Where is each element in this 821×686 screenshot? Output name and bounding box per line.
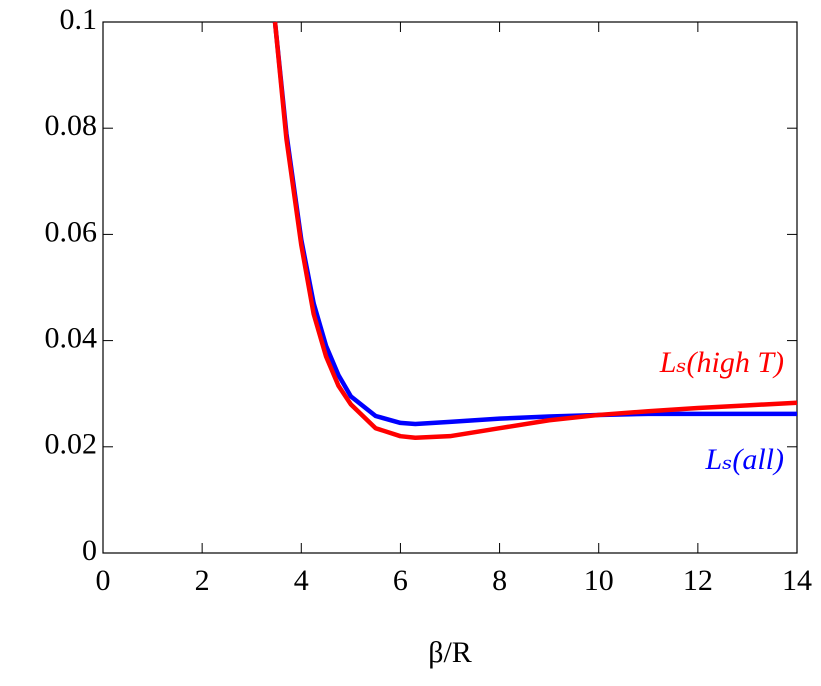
y-tick-label: 0.04 [45, 321, 98, 354]
x-tick-label: 12 [683, 564, 713, 597]
y-tick-label: 0.02 [45, 428, 98, 461]
x-tick-label: 4 [294, 564, 309, 597]
x-tick-label: 2 [195, 564, 210, 597]
y-tick-label: 0.06 [45, 215, 98, 248]
series-line [272, 21, 798, 441]
x-axis-label: β/R [428, 636, 472, 669]
y-tick-label: 0 [82, 534, 97, 567]
series-label: Lₛ(all) [705, 443, 784, 476]
plot-frame [102, 21, 798, 554]
x-tick-label: 10 [584, 564, 614, 597]
x-tick-label: 8 [492, 564, 507, 597]
y-tick-label: 0.1 [60, 3, 98, 36]
x-tick-label: 0 [96, 564, 111, 597]
x-tick-label: 14 [782, 564, 812, 597]
x-tick-label: 6 [393, 564, 408, 597]
series-label: Lₛ(high T) [659, 346, 784, 379]
y-tick-label: 0.08 [45, 109, 98, 142]
